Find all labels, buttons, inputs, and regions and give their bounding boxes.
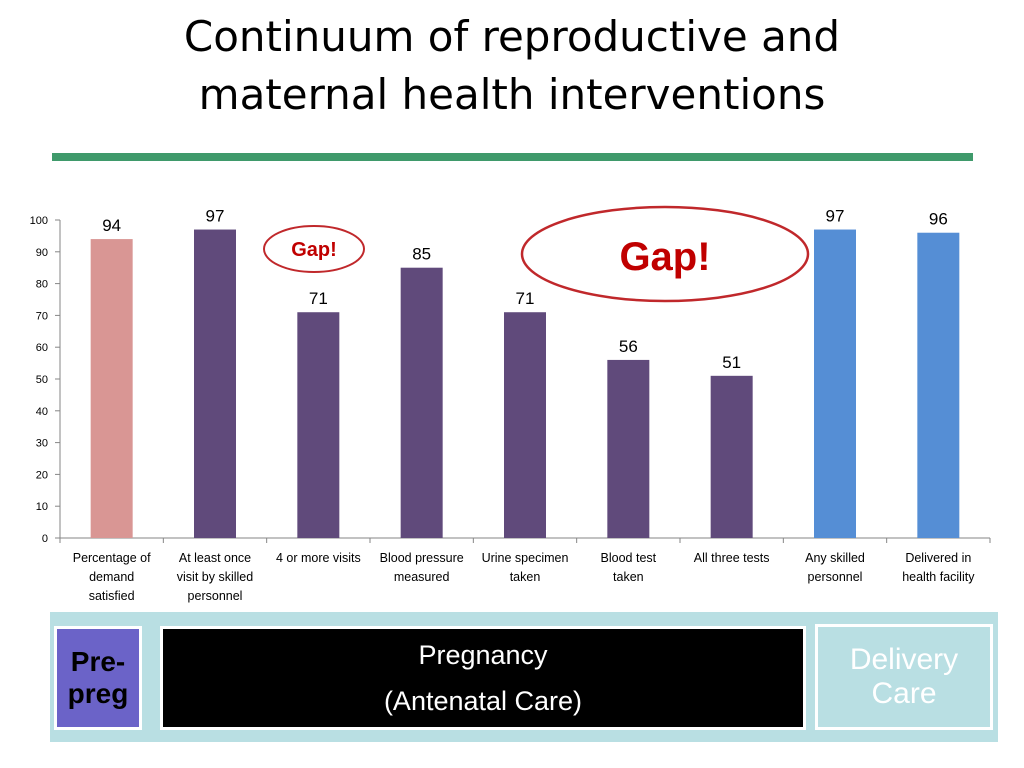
category-label-line: Any skilled xyxy=(805,551,865,565)
y-tick-label: 20 xyxy=(36,469,48,481)
category-label-line: Blood pressure xyxy=(380,551,464,565)
category-label: Percentage of demand satisfied xyxy=(73,551,151,603)
y-tick-label: 40 xyxy=(36,406,48,418)
bar xyxy=(814,229,856,538)
gap-callout-text: Gap! xyxy=(619,235,710,279)
category-label: Blood test taken xyxy=(601,551,657,584)
bar-value-label: 97 xyxy=(206,207,225,226)
category-label: Any skilled personnel xyxy=(805,551,865,584)
gap-callout-ellipse xyxy=(263,225,365,273)
phase-prepreg-line2: preg xyxy=(67,678,129,709)
category-label-line: Percentage of xyxy=(73,551,151,565)
y-tick-label: 10 xyxy=(36,501,48,513)
category-label-line: visit by skilled xyxy=(177,570,253,584)
bar-value-label: 96 xyxy=(929,210,948,229)
y-tick-label: 30 xyxy=(36,438,48,450)
phase-delivery: Delivery Care xyxy=(815,624,993,730)
bar xyxy=(297,312,340,538)
y-tick-label: 70 xyxy=(36,310,48,322)
phase-delivery-line1: Delivery xyxy=(849,643,959,676)
category-label: At least once visit by skilled personnel xyxy=(177,551,253,603)
category-label-line: personnel xyxy=(188,589,243,603)
category-label-line: taken xyxy=(510,570,541,584)
category-label-line: satisfied xyxy=(89,589,135,603)
y-tick-label: 50 xyxy=(36,374,48,386)
bar xyxy=(917,232,960,538)
bar-value-label: 94 xyxy=(102,216,121,235)
bar xyxy=(194,229,236,538)
category-label: Delivered in health facility xyxy=(902,551,975,584)
title-underline xyxy=(52,153,973,161)
bar xyxy=(90,239,133,538)
title-line-2: maternal health interventions xyxy=(198,70,826,119)
category-label: Blood pressure measured xyxy=(380,551,464,584)
category-label-line: Urine specimen xyxy=(482,551,569,565)
slide-title: Continuum of reproductive and maternal h… xyxy=(0,8,1024,124)
phase-prepregnancy: Pre- preg xyxy=(54,626,142,730)
bar xyxy=(400,267,443,538)
bar xyxy=(504,312,546,538)
category-label-line: health facility xyxy=(902,570,975,584)
bar-value-label: 71 xyxy=(309,289,328,308)
title-line-1: Continuum of reproductive and xyxy=(183,12,841,61)
bar xyxy=(607,359,650,538)
y-tick-label: 100 xyxy=(30,215,48,227)
bar xyxy=(710,375,753,538)
category-label-line: Blood test xyxy=(601,551,657,565)
category-label-line: 4 or more visits xyxy=(276,551,361,565)
bar-value-label: 85 xyxy=(412,245,431,264)
phase-delivery-line2: Care xyxy=(871,677,937,710)
category-label-line: Delivered in xyxy=(905,551,971,565)
category-label-line: All three tests xyxy=(694,551,770,565)
y-tick-label: 90 xyxy=(36,247,48,259)
category-label: Urine specimen taken xyxy=(482,551,569,584)
y-tick-label: 0 xyxy=(42,533,48,545)
bar-value-label: 71 xyxy=(516,289,535,308)
gap-callout-ellipse xyxy=(520,205,810,303)
category-label: 4 or more visits xyxy=(276,551,361,565)
phase-pregnancy-line1: Pregnancy xyxy=(418,640,548,670)
bar-value-label: 97 xyxy=(826,207,845,226)
category-label-line: taken xyxy=(613,570,644,584)
category-label-line: personnel xyxy=(808,570,863,584)
phase-prepreg-line1: Pre- xyxy=(70,646,126,677)
gap-callout-text: Gap! xyxy=(291,239,337,261)
category-label-line: measured xyxy=(394,570,450,584)
category-label-line: demand xyxy=(89,570,134,584)
phase-pregnancy: Pregnancy (Antenatal Care) xyxy=(160,626,806,730)
category-label: All three tests xyxy=(694,551,770,565)
bar-value-label: 51 xyxy=(722,353,741,372)
category-label-line: At least once xyxy=(179,551,251,565)
phase-pregnancy-line2: (Antenatal Care) xyxy=(383,686,583,716)
y-tick-label: 60 xyxy=(36,342,48,354)
bar-chart: 0 10 20 30 40 50 60 70 80 90 100 94 Percentage of dem… xyxy=(30,205,991,603)
bar-value-label: 56 xyxy=(619,337,638,356)
y-tick-label: 80 xyxy=(36,279,48,291)
